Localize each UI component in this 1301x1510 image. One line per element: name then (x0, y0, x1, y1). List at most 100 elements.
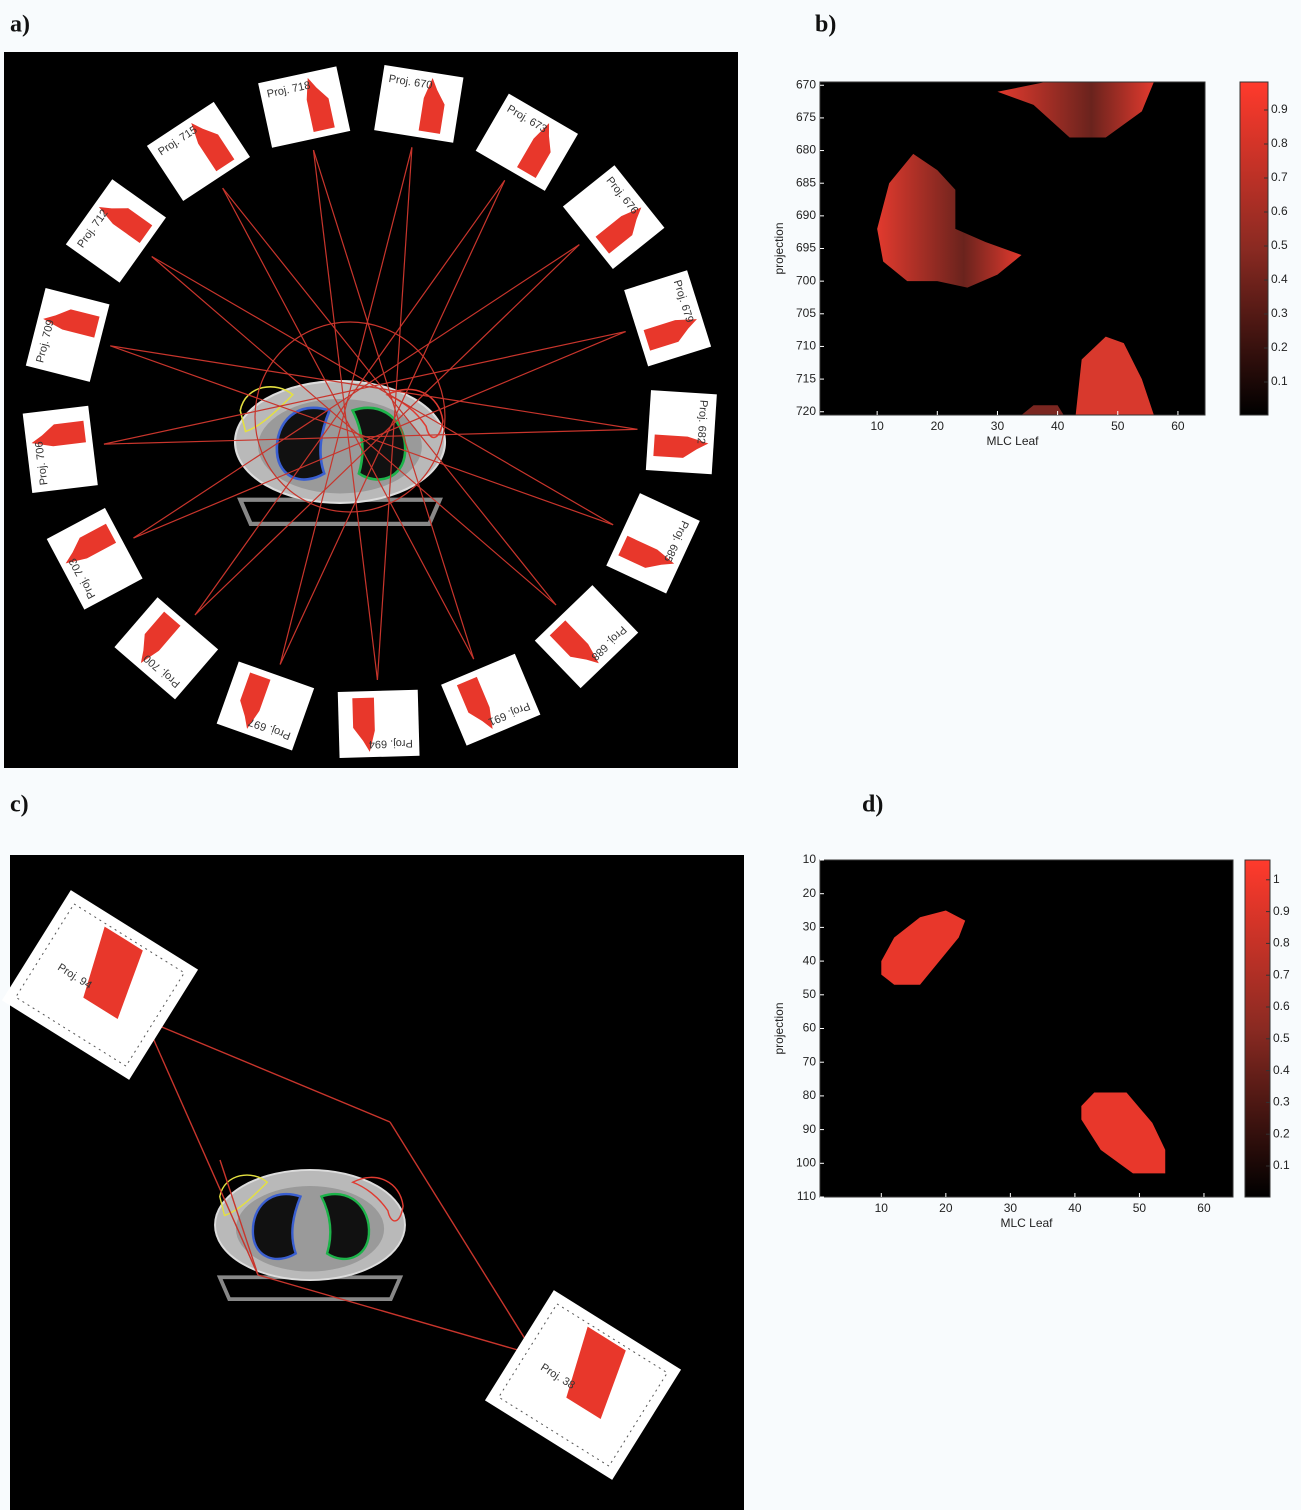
colorbar-tick-label: 0.2 (1271, 340, 1288, 354)
x-tick-label: 60 (1197, 1201, 1211, 1215)
beam-line (110, 345, 614, 526)
projection-card: Proj. 670 (374, 64, 464, 143)
colorbar-tick-label: 0.4 (1271, 272, 1288, 286)
colorbar (1244, 859, 1271, 1198)
y-axis-label: projection (772, 222, 786, 274)
x-tick-label: 60 (1171, 419, 1185, 433)
y-tick-label: 710 (796, 339, 816, 353)
y-tick-label: 70 (803, 1054, 817, 1068)
heatmap-background (820, 860, 1233, 1197)
card-fluence (43, 309, 100, 338)
colorbar-tick-label: 0.7 (1271, 170, 1288, 184)
projection-card: Proj. 691 (441, 653, 541, 746)
projection-card: Proj. 712 (65, 179, 166, 283)
beam-line (222, 187, 475, 660)
colorbar-tick-label: 0.5 (1273, 1031, 1290, 1045)
card-background (475, 93, 578, 191)
projection-card: Proj. 718 (258, 66, 351, 148)
heatmap-background (820, 82, 1205, 415)
ct-contour-red (351, 1176, 404, 1222)
beam-line (151, 256, 557, 606)
beam-line (219, 1159, 259, 1276)
y-tick-label: 10 (803, 852, 817, 866)
card-fluence (352, 697, 375, 752)
x-axis-label: MLC Leaf (986, 434, 1039, 448)
card-background (46, 507, 143, 610)
card-fluence (31, 420, 86, 447)
projection-card: Proj. 703 (46, 507, 143, 610)
colorbar-tick-label: 0.1 (1271, 374, 1288, 388)
colorbar-tick-label: 0.3 (1273, 1095, 1290, 1109)
card-fluence (140, 611, 181, 664)
beam-line (279, 147, 413, 665)
card-background (606, 493, 700, 594)
heatmap-region (881, 910, 966, 985)
beam-line (279, 180, 506, 665)
beam-line (151, 255, 614, 526)
card-fluence (517, 123, 551, 178)
projection-card: Proj. 676 (562, 165, 665, 269)
colorbar-tick-label: 0.6 (1273, 999, 1290, 1013)
y-tick-label: 680 (796, 143, 816, 157)
panel-label: d) (862, 792, 883, 818)
projection-card: Proj. 700 (114, 597, 219, 700)
projection-card: Proj. 706 (22, 405, 98, 494)
panel-label: a) (10, 12, 30, 38)
card-background (534, 585, 639, 689)
beam-line (103, 330, 626, 445)
y-tick-label: 675 (796, 110, 816, 124)
card-fluence (595, 207, 642, 254)
beam-line (144, 1019, 391, 1123)
card-fluence (566, 1326, 626, 1420)
card-fluence (98, 207, 153, 244)
colorbar (1239, 81, 1269, 416)
card-fluence (306, 77, 335, 132)
colorbar-tick-label: 0.6 (1271, 204, 1288, 218)
card-background (441, 653, 541, 746)
x-tick-label: 10 (875, 1201, 889, 1215)
beam-envelope (254, 321, 446, 513)
y-axis-label: projection (772, 1002, 786, 1054)
y-tick-label: 40 (803, 953, 817, 967)
beam-line (376, 147, 413, 680)
ct-lung-right (251, 1192, 303, 1261)
beam-line (110, 345, 638, 430)
ct-slice (214, 1168, 406, 1302)
y-tick-label: 30 (803, 920, 817, 934)
y-tick-label: 50 (803, 987, 817, 1001)
card-background (562, 165, 665, 269)
y-tick-label: 700 (796, 273, 816, 287)
card-background (624, 270, 712, 367)
y-tick-label: 695 (796, 241, 816, 255)
beam-line (144, 1019, 259, 1276)
card-label: Proj. 706 (33, 441, 50, 486)
card-label: Proj. 682 (695, 400, 710, 445)
card-fluence (240, 672, 271, 729)
card-background (65, 179, 166, 283)
card-background (146, 101, 251, 201)
colorbar-tick-label: 0.2 (1273, 1126, 1290, 1140)
card-fluence (549, 620, 599, 664)
projection-card: Proj. 697 (216, 661, 315, 751)
card-fluence (643, 319, 697, 351)
heatmap-region (1021, 405, 1064, 415)
x-tick-label: 40 (1068, 1201, 1082, 1215)
x-tick-label: 20 (939, 1201, 953, 1215)
colorbar-tick-label: 0.3 (1271, 306, 1288, 320)
x-tick-label: 50 (1133, 1201, 1147, 1215)
y-tick-label: 100 (796, 1155, 816, 1169)
x-axis-label: MLC Leaf (1000, 1216, 1053, 1230)
beam-line (389, 1121, 536, 1356)
beam-line (194, 244, 580, 616)
y-tick-label: 90 (803, 1122, 817, 1136)
card-fluence (418, 77, 445, 134)
projection-card: Proj. 715 (146, 101, 251, 201)
x-tick-label: 30 (991, 419, 1005, 433)
card-fluence (618, 535, 675, 568)
x-tick-label: 30 (1004, 1201, 1018, 1215)
projection-card: Proj. 38 (484, 1290, 682, 1480)
y-tick-label: 690 (796, 208, 816, 222)
beam-line (222, 187, 557, 606)
card-fluence (653, 434, 709, 458)
card-fluence (83, 926, 143, 1020)
